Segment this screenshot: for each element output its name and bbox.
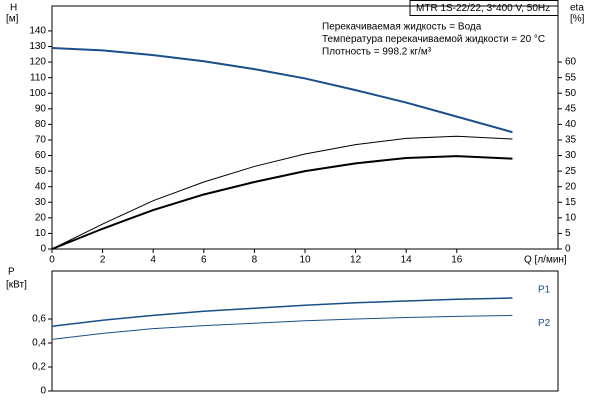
y-tick-label: 10 (35, 228, 47, 239)
y-axis-label: [кВт] (6, 280, 27, 291)
y-tick-label: 80 (35, 119, 47, 130)
y-tick-label: 30 (35, 197, 47, 208)
y-tick-label: 90 (35, 103, 47, 114)
x-tick-label: 16 (451, 255, 463, 266)
y-tick-label: 0 (40, 244, 46, 255)
y-tick-label: 70 (35, 135, 47, 146)
x-tick-label: 0 (49, 255, 55, 266)
data-line (51, 47, 513, 134)
y-tick-label: 130 (29, 41, 46, 52)
annotation: Перекачиваемая жидкость = Вода (322, 22, 482, 33)
x-axis-label: Q [л/мин] (524, 255, 567, 266)
y2-tick-label: 60 (565, 57, 577, 68)
x-tick-label: 6 (201, 255, 207, 266)
legend-label: P2 (538, 318, 551, 329)
y2-tick-label: 55 (565, 72, 577, 83)
y-tick-label: 0,2 (32, 362, 46, 373)
y2-tick-label: 50 (565, 88, 577, 99)
legend-label: P1 (538, 285, 551, 296)
y-tick-label: 60 (35, 150, 47, 161)
y2-tick-label: 5 (565, 228, 571, 239)
plot-frame (51, 270, 559, 392)
y-tick-label: 0,4 (32, 338, 46, 349)
data-line (51, 297, 513, 327)
y2-tick-label: 30 (565, 150, 577, 161)
y-tick-label: 120 (29, 57, 46, 68)
y2-tick-label: 25 (565, 166, 577, 177)
y2-tick-label: 0 (565, 244, 571, 255)
y-tick-label: 140 (29, 26, 46, 37)
y-tick-label: 50 (35, 166, 47, 177)
y2-axis-label: eta (570, 3, 584, 14)
y-tick-label: 100 (29, 88, 46, 99)
annotation: Плотность = 998.2 кг/м³ (322, 47, 432, 58)
x-tick-label: 4 (150, 255, 156, 266)
y2-axis-label: [%] (570, 14, 585, 25)
x-tick-label: 2 (100, 255, 106, 266)
chart-title: MTR 1S-22/22, 3*400 V, 50Hz (416, 3, 550, 14)
y2-tick-label: 40 (565, 119, 577, 130)
y-axis-label: P (8, 267, 15, 278)
x-tick-label: 8 (252, 255, 258, 266)
y2-tick-label: 15 (565, 197, 577, 208)
data-line (51, 155, 513, 250)
y-tick-label: 20 (35, 212, 47, 223)
y-axis-label: [м] (6, 14, 19, 25)
x-tick-label: 14 (401, 255, 413, 266)
y-tick-label: 40 (35, 181, 47, 192)
y2-tick-label: 45 (565, 103, 577, 114)
y-tick-label: 0 (40, 386, 46, 397)
annotation: Температура перекачиваемой жидкости = 20… (322, 34, 545, 45)
y2-tick-label: 20 (565, 181, 577, 192)
y2-tick-label: 35 (565, 135, 577, 146)
x-tick-label: 12 (350, 255, 362, 266)
y-tick-label: 0,6 (32, 314, 46, 325)
y-axis-label: H (10, 3, 17, 14)
data-line (51, 314, 513, 340)
x-tick-label: 10 (299, 255, 311, 266)
y2-tick-label: 10 (565, 212, 577, 223)
y-tick-label: 110 (30, 72, 46, 83)
data-line (51, 135, 513, 250)
